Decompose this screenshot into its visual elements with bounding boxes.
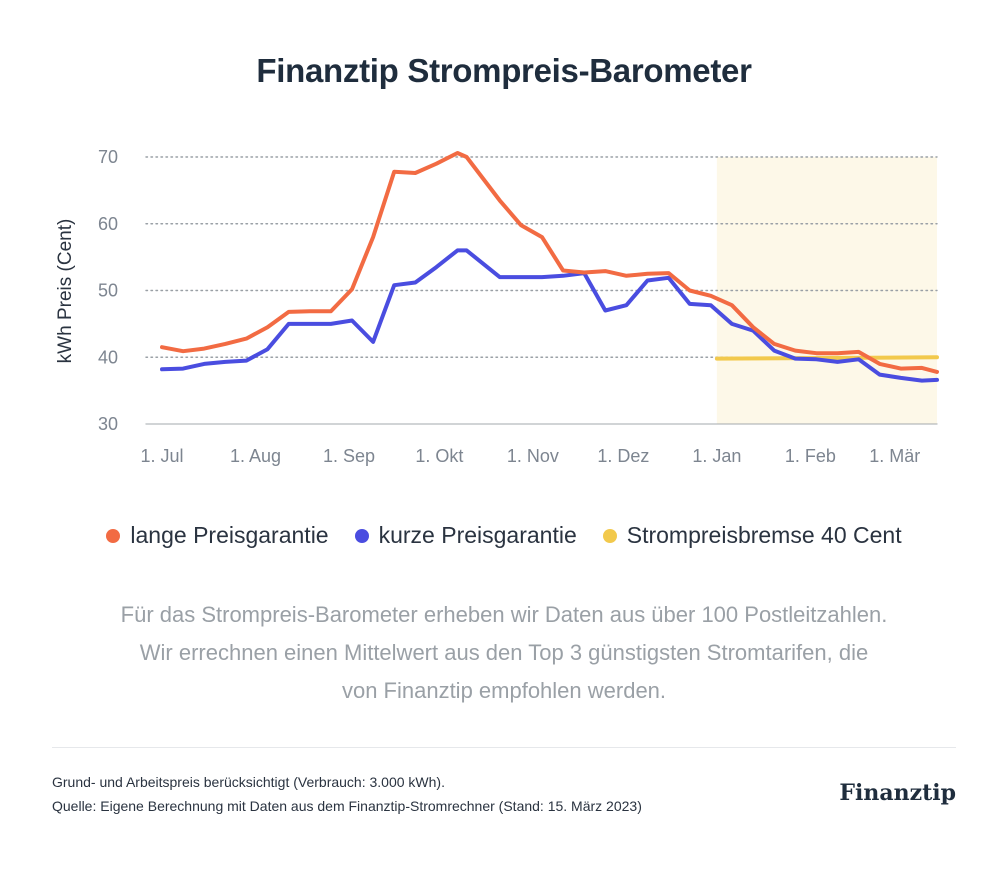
legend-label-bremse: Strompreisbremse 40 Cent (626, 522, 902, 548)
y-tick-label-50: 50 (98, 281, 118, 301)
legend: lange Preisgarantie kurze Preisgarantie … (0, 522, 1008, 549)
y-tick-label-40: 40 (98, 347, 118, 367)
legend-item-lange: lange Preisgarantie (106, 522, 329, 549)
x-tick-label-6: 1. Jan (692, 446, 741, 466)
series-line-lange-preisgarantie (160, 151, 939, 374)
legend-label-lange: lange Preisgarantie (130, 522, 329, 548)
x-tick-label-2: 1. Sep (323, 446, 375, 466)
x-tick-label-7: 1. Feb (785, 446, 836, 466)
line-chart: 30 40 50 60 70 1. Jul 1. Aug 1. Sep 1. Okt 1. Nov… (55, 147, 939, 466)
y-tick-label-60: 60 (98, 214, 118, 234)
y-axis-label: kWh Preis (Cent) (55, 219, 76, 364)
footer-divider (52, 747, 956, 748)
legend-swatch-kurze (354, 528, 369, 543)
footer-note-source: Quelle: Eigene Berechnung mit Daten aus … (52, 798, 642, 814)
x-tick-label-8: 1. Mär (869, 446, 920, 466)
x-tick-label-1: 1. Aug (230, 446, 281, 466)
footer-note-consumption: Grund- und Arbeitspreis berücksichtigt (… (52, 774, 445, 790)
legend-swatch-lange (106, 528, 121, 543)
legend-swatch-bremse (602, 528, 617, 543)
series-line-strompreisbremse-40-cent (714, 355, 939, 361)
series-line-kurze-preisgarantie (160, 248, 939, 383)
x-tick-label-5: 1. Dez (597, 446, 649, 466)
legend-item-kurze: kurze Preisgarantie (354, 522, 577, 549)
finanztip-logo: Finanztip (839, 780, 956, 806)
x-tick-label-4: 1. Nov (507, 446, 559, 466)
y-tick-label-30: 30 (98, 414, 118, 434)
y-tick-label-70: 70 (98, 147, 118, 167)
legend-label-kurze: kurze Preisgarantie (378, 522, 577, 548)
x-tick-label-0: 1. Jul (140, 446, 183, 466)
x-tick-label-3: 1. Okt (415, 446, 463, 466)
chart-title: Finanztip Strompreis-Barometer (256, 52, 752, 89)
chart-description: Für das Strompreis-Barometer erheben wir… (120, 602, 888, 703)
legend-item-bremse: Strompreisbremse 40 Cent (602, 522, 902, 549)
